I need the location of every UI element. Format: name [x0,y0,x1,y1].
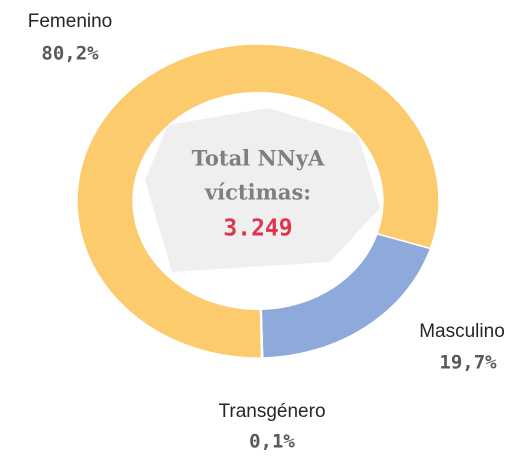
value-label: 19,7% [439,352,497,374]
category-label: Masculino [419,321,505,342]
category-label: Femenino [28,11,113,32]
center-text: víctimas: [204,180,311,205]
center-text: Total NNyA [192,146,325,171]
value-label: 0,1% [249,431,295,453]
donut [76,43,440,359]
category-label: Transgénero [218,401,325,422]
center-total: 3.249 [223,216,292,242]
value-label: 80,2% [41,43,99,65]
slice [76,43,440,359]
center-shape [145,108,380,272]
